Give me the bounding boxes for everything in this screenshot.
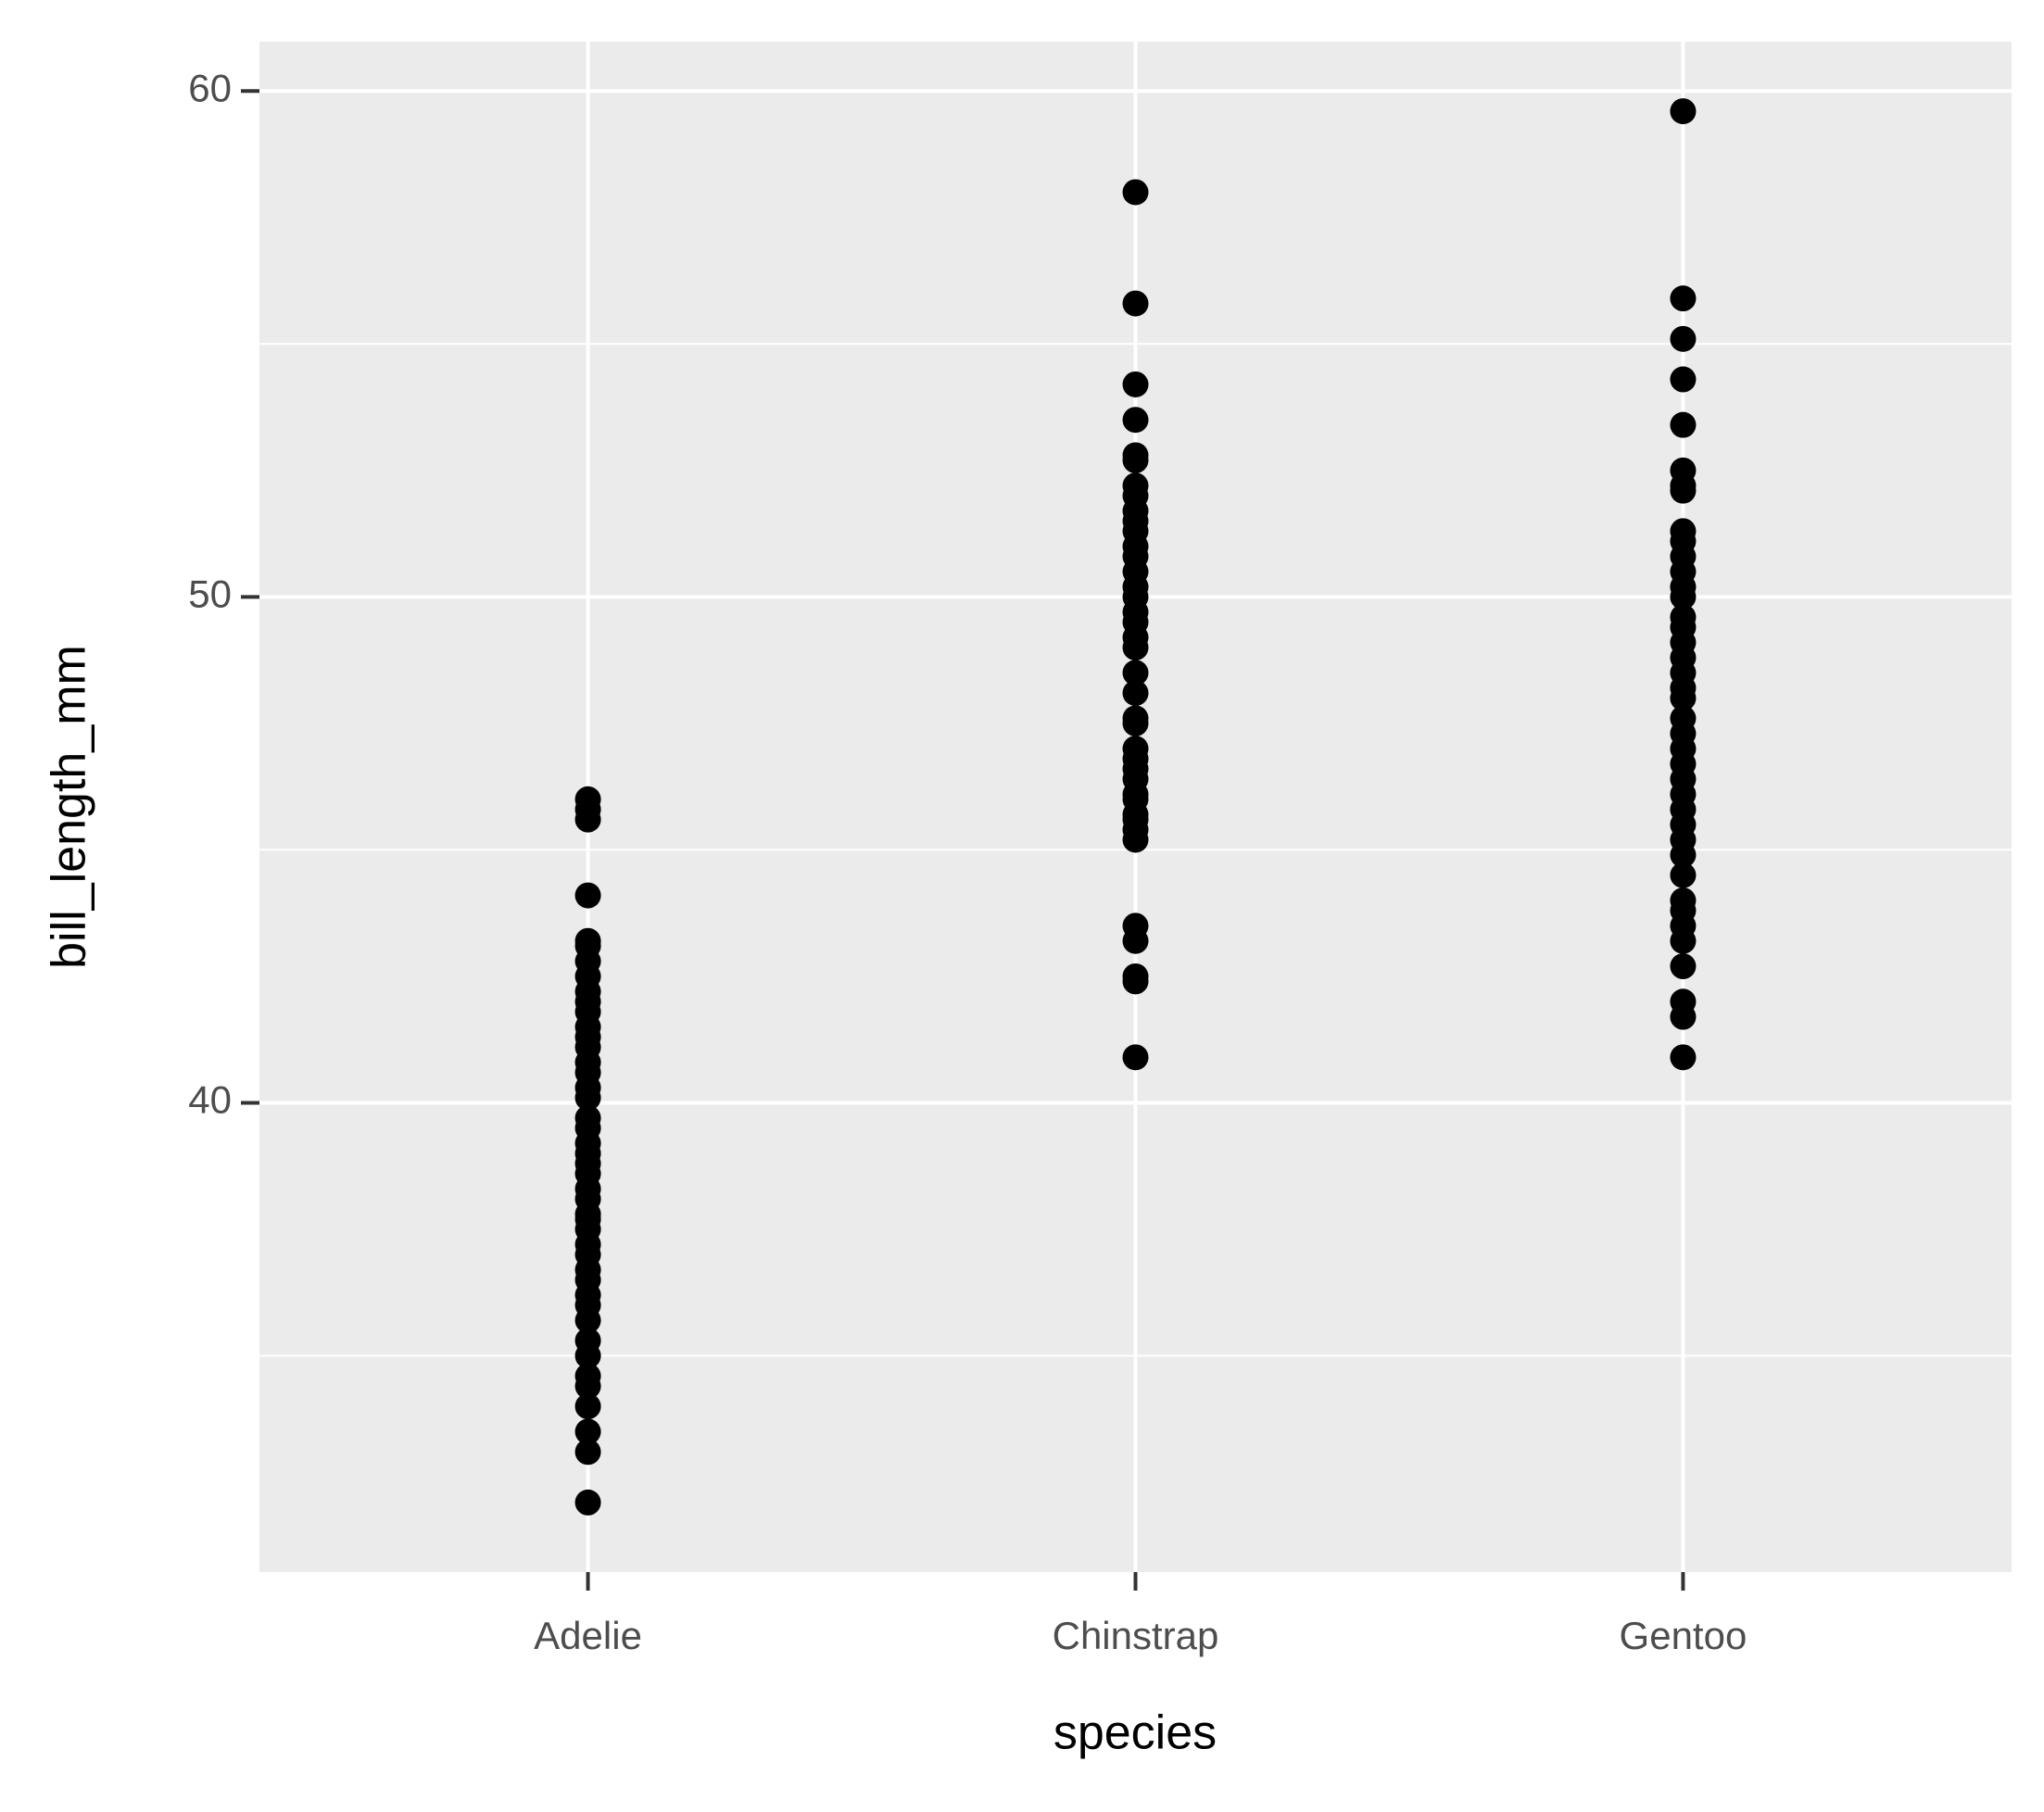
point	[574, 1328, 601, 1354]
point	[1670, 325, 1697, 352]
point	[1670, 518, 1697, 545]
point	[1122, 912, 1149, 939]
point	[1670, 862, 1697, 888]
point	[1670, 457, 1697, 484]
x-tick-label: Chinstrap	[1053, 1614, 1219, 1657]
point	[1670, 604, 1697, 631]
y-tick-label: 50	[188, 572, 232, 615]
point	[1122, 472, 1149, 499]
point	[574, 1418, 601, 1445]
point	[1670, 411, 1697, 438]
y-tick-label: 60	[188, 66, 232, 109]
point	[1122, 442, 1149, 469]
point	[574, 927, 601, 954]
point	[1122, 963, 1149, 989]
point	[574, 882, 601, 909]
point	[1122, 736, 1149, 762]
point	[1122, 290, 1149, 317]
point	[1122, 179, 1149, 206]
point	[1670, 988, 1697, 1015]
x-tick-label: Gentoo	[1620, 1614, 1747, 1657]
point	[1670, 705, 1697, 732]
x-tick-label: Adelie	[534, 1614, 642, 1657]
point	[1122, 705, 1149, 732]
point	[1122, 1044, 1149, 1071]
x-axis-title: species	[1054, 1706, 1217, 1760]
point	[1670, 1044, 1697, 1071]
point	[574, 1489, 601, 1516]
point	[1670, 98, 1697, 125]
point	[1670, 285, 1697, 312]
point	[1122, 680, 1149, 707]
point	[1670, 953, 1697, 980]
y-tick-label: 40	[188, 1078, 232, 1122]
point	[1122, 660, 1149, 686]
point	[1122, 371, 1149, 397]
point	[1670, 887, 1697, 914]
point	[574, 1393, 601, 1420]
point	[1122, 407, 1149, 434]
point	[574, 786, 601, 812]
point	[1670, 366, 1697, 393]
point	[574, 1363, 601, 1390]
point	[574, 1439, 601, 1466]
y-axis-title: bill_length_mm	[43, 645, 96, 969]
point	[574, 1104, 601, 1131]
